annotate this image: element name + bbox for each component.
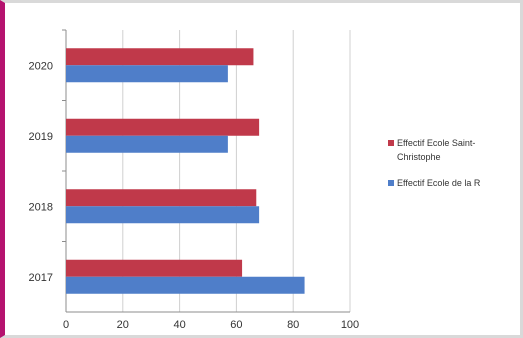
legend-swatch — [388, 140, 394, 146]
legend-swatch — [388, 180, 394, 186]
bar-ecole-de-la-r — [66, 65, 228, 83]
bar-saint-christophe — [66, 259, 243, 277]
bar-saint-christophe — [66, 189, 257, 207]
legend-label: Christophe — [397, 152, 441, 162]
bar-ecole-de-la-r — [66, 135, 228, 153]
x-tick-label: 40 — [173, 319, 185, 331]
x-tick-label: 60 — [230, 319, 242, 331]
y-tick-label: 2020 — [29, 60, 53, 72]
y-tick-label: 2017 — [29, 272, 53, 284]
bar-saint-christophe — [66, 118, 260, 136]
legend-label: Effectif Ecole Saint- — [397, 138, 475, 148]
bar-ecole-de-la-r — [66, 276, 305, 294]
x-tick-label: 20 — [117, 319, 129, 331]
y-tick-label: 2019 — [29, 131, 53, 143]
y-tick-label: 2018 — [29, 201, 53, 213]
x-tick-label: 100 — [341, 319, 359, 331]
x-tick-label: 0 — [63, 319, 69, 331]
legend-label: Effectif Ecole de la R — [397, 178, 481, 188]
x-tick-label: 80 — [287, 319, 299, 331]
bar-ecole-de-la-r — [66, 206, 260, 224]
bar-saint-christophe — [66, 48, 254, 66]
